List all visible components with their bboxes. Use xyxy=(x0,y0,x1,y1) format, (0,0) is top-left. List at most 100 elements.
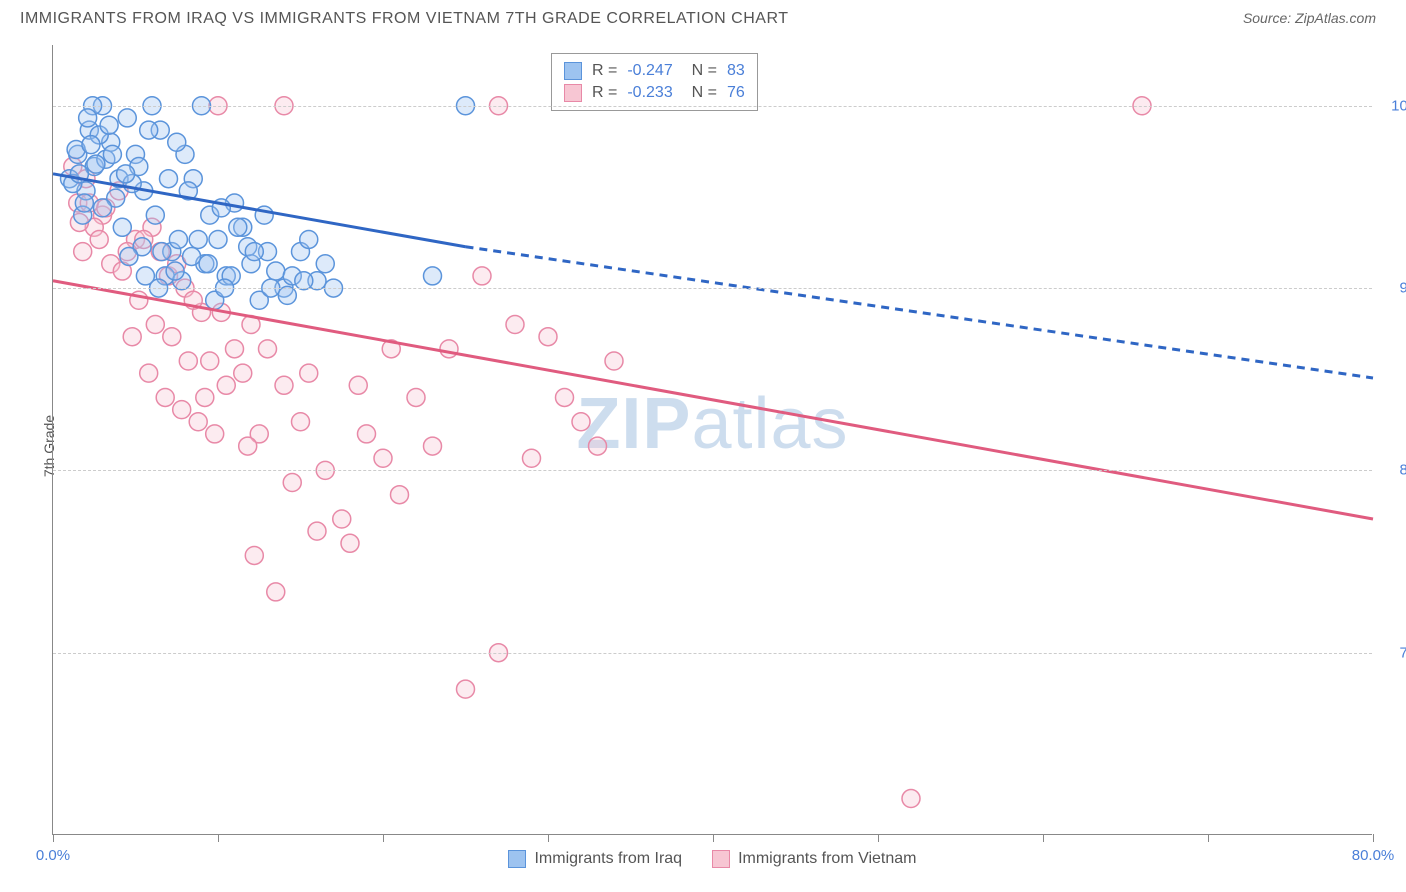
data-point xyxy=(245,243,263,261)
data-point xyxy=(166,262,184,280)
x-tick xyxy=(548,834,549,842)
r-value-vietnam: -0.233 xyxy=(627,84,672,102)
data-point xyxy=(226,340,244,358)
data-point xyxy=(140,121,158,139)
scatter-svg xyxy=(53,45,1372,834)
data-point xyxy=(183,247,201,265)
data-point xyxy=(146,206,164,224)
data-point xyxy=(199,255,217,273)
r-value-iraq: -0.247 xyxy=(627,62,672,80)
data-point xyxy=(292,413,310,431)
legend-label-iraq: Immigrants from Iraq xyxy=(534,850,682,868)
data-point xyxy=(316,255,334,273)
data-point xyxy=(391,486,409,504)
correlation-stats-box: R = -0.247 N = 83 R = -0.233 N = 76 xyxy=(551,53,758,111)
n-label-iraq: N = xyxy=(683,62,717,80)
data-point xyxy=(74,243,92,261)
legend-swatch-iraq xyxy=(508,850,526,868)
data-point xyxy=(117,165,135,183)
data-point xyxy=(589,437,607,455)
data-point xyxy=(103,145,121,163)
data-point xyxy=(902,790,920,808)
data-point xyxy=(473,267,491,285)
grid-line xyxy=(53,470,1372,471)
source-attribution: Source: ZipAtlas.com xyxy=(1243,10,1376,26)
stats-row-vietnam: R = -0.233 N = 76 xyxy=(564,82,745,104)
x-tick xyxy=(1208,834,1209,842)
data-point xyxy=(440,340,458,358)
x-max-label: 80.0% xyxy=(1352,847,1395,864)
data-point xyxy=(407,388,425,406)
data-point xyxy=(160,170,178,188)
data-point xyxy=(163,328,181,346)
data-point xyxy=(123,328,141,346)
data-point xyxy=(87,155,105,173)
data-point xyxy=(196,388,214,406)
data-point xyxy=(239,437,257,455)
data-point xyxy=(358,425,376,443)
data-point xyxy=(156,388,174,406)
data-point xyxy=(267,583,285,601)
data-point xyxy=(118,109,136,127)
regression-line xyxy=(466,247,1374,378)
x-tick xyxy=(53,834,54,842)
data-point xyxy=(300,364,318,382)
data-point xyxy=(283,474,301,492)
x-tick xyxy=(383,834,384,842)
data-point xyxy=(267,262,285,280)
legend-swatch-vietnam xyxy=(712,850,730,868)
x-tick xyxy=(1043,834,1044,842)
y-tick-label: 85.0% xyxy=(1399,462,1406,479)
data-point xyxy=(206,425,224,443)
data-point xyxy=(90,230,108,248)
data-point xyxy=(113,218,131,236)
data-point xyxy=(75,194,93,212)
bottom-legend: Immigrants from Iraq Immigrants from Vie… xyxy=(53,850,1372,868)
chart-title: IMMIGRANTS FROM IRAQ VS IMMIGRANTS FROM … xyxy=(20,10,789,28)
data-point xyxy=(201,352,219,370)
data-point xyxy=(308,522,326,540)
n-label-vietnam: N = xyxy=(683,84,717,102)
n-value-iraq: 83 xyxy=(727,62,745,80)
data-point xyxy=(168,133,186,151)
r-label-iraq: R = xyxy=(592,62,617,80)
r-label-vietnam: R = xyxy=(592,84,617,102)
data-point xyxy=(457,680,475,698)
y-tick-label: 92.5% xyxy=(1399,280,1406,297)
x-min-label: 0.0% xyxy=(36,847,70,864)
legend-label-vietnam: Immigrants from Vietnam xyxy=(738,850,916,868)
data-point xyxy=(275,376,293,394)
stats-row-iraq: R = -0.247 N = 83 xyxy=(564,60,745,82)
data-point xyxy=(300,230,318,248)
swatch-iraq xyxy=(564,62,582,80)
data-point xyxy=(120,247,138,265)
x-tick xyxy=(1373,834,1374,842)
data-point xyxy=(153,243,171,261)
data-point xyxy=(179,352,197,370)
data-point xyxy=(79,109,97,127)
data-point xyxy=(209,230,227,248)
data-point xyxy=(506,316,524,334)
data-point xyxy=(374,449,392,467)
x-tick xyxy=(713,834,714,842)
data-point xyxy=(424,267,442,285)
y-tick-label: 100.0% xyxy=(1391,97,1406,114)
data-point xyxy=(341,534,359,552)
data-point xyxy=(234,364,252,382)
regression-line xyxy=(53,281,1373,519)
legend-item-iraq: Immigrants from Iraq xyxy=(508,850,682,868)
data-point xyxy=(572,413,590,431)
x-tick xyxy=(218,834,219,842)
data-point xyxy=(349,376,367,394)
data-point xyxy=(556,388,574,406)
title-bar: IMMIGRANTS FROM IRAQ VS IMMIGRANTS FROM … xyxy=(0,0,1406,34)
n-value-vietnam: 76 xyxy=(727,84,745,102)
data-point xyxy=(189,413,207,431)
data-point xyxy=(278,286,296,304)
data-point xyxy=(136,267,154,285)
data-point xyxy=(217,376,235,394)
data-point xyxy=(539,328,557,346)
data-point xyxy=(245,546,263,564)
data-point xyxy=(146,316,164,334)
grid-line xyxy=(53,288,1372,289)
